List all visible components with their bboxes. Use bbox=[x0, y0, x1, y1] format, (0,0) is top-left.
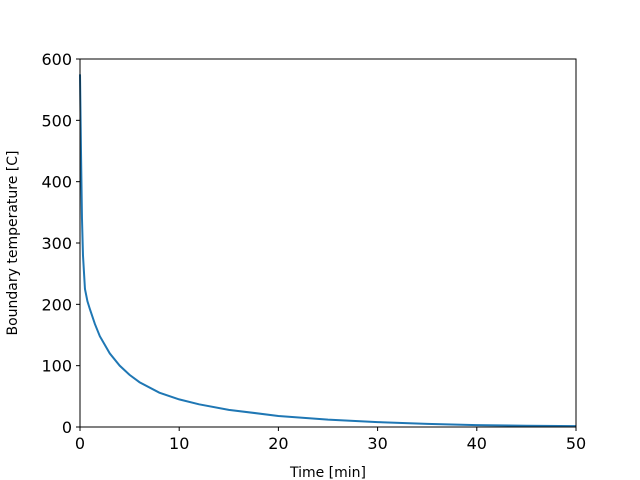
y-tick-label: 400 bbox=[41, 173, 72, 192]
data-line bbox=[79, 74, 577, 428]
y-axis-label: Boundary temperature [C] bbox=[5, 150, 21, 335]
y-tick-label: 500 bbox=[41, 111, 72, 130]
x-tick-label: 40 bbox=[467, 434, 487, 453]
plot-frame bbox=[79, 58, 577, 428]
x-tick-label: 0 bbox=[75, 434, 85, 453]
x-tick-label: 20 bbox=[268, 434, 288, 453]
y-tick-label: 100 bbox=[41, 357, 72, 376]
x-tick-label: 30 bbox=[367, 434, 387, 453]
y-tick-label: 200 bbox=[41, 295, 72, 314]
y-tick-label: 0 bbox=[62, 418, 72, 437]
x-axis-label: Time [min] bbox=[289, 465, 366, 480]
x-tick-label: 50 bbox=[566, 434, 586, 453]
x-tick-label: 10 bbox=[169, 434, 189, 453]
y-tick-label: 600 bbox=[41, 50, 72, 69]
y-tick-label: 300 bbox=[41, 234, 72, 253]
